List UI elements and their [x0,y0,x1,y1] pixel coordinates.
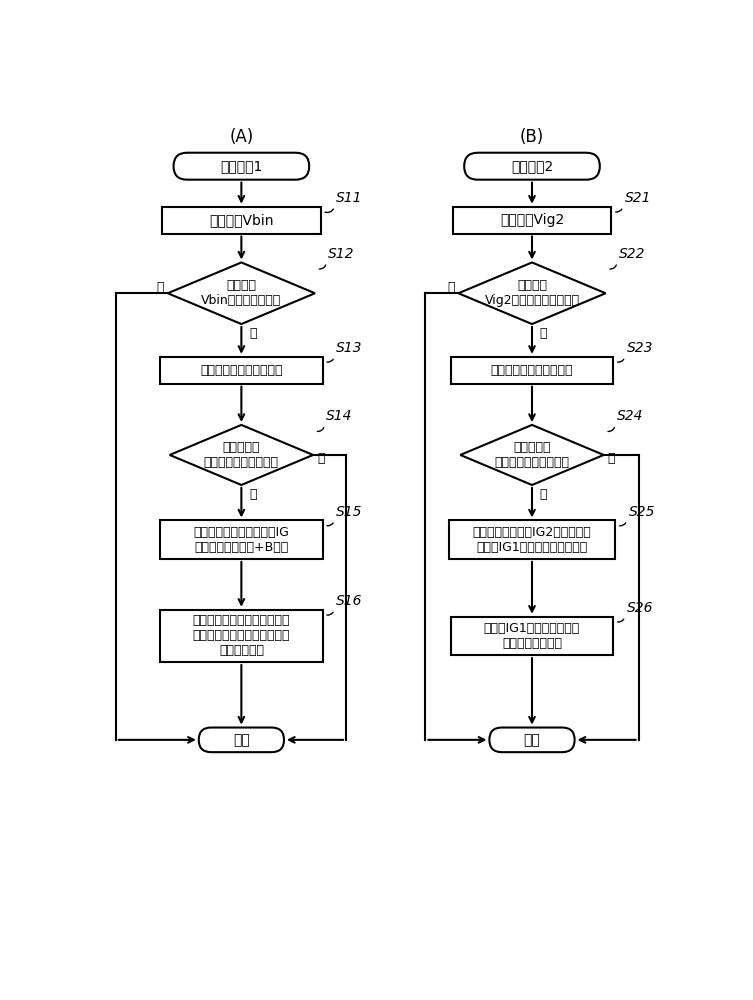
Text: S11: S11 [337,191,363,205]
Text: (A): (A) [229,128,254,146]
Text: 接通恢复开关以将电力从IG
系统的输入供给至+B系统: 接通恢复开关以将电力从IG 系统的输入供给至+B系统 [194,526,289,554]
Text: 是否根据
Vbin而检测到断开？: 是否根据 Vbin而检测到断开？ [201,279,282,307]
Bar [450,617,614,655]
Bar [162,207,321,234]
Text: 否: 否 [317,452,325,465]
Text: 是: 是 [249,488,257,501]
Text: S22: S22 [619,247,645,261]
Bar [450,357,614,384]
Text: 是: 是 [540,327,547,340]
Text: 监测电压Vig2: 监测电压Vig2 [500,213,564,227]
Text: S24: S24 [617,409,643,423]
Text: S13: S13 [336,341,362,355]
Text: 否: 否 [157,281,164,294]
FancyBboxPatch shape [199,728,284,752]
Text: 切换恢复开关以将IG2系统的输入
切换为IG1系统的继电器的输出: 切换恢复开关以将IG2系统的输入 切换为IG1系统的继电器的输出 [473,526,591,554]
Text: S16: S16 [336,594,362,608]
Text: 控制电力消耗抑制开关以切断
到各个系统中的优先级低的负
载的电力供给: 控制电力消耗抑制开关以切断 到各个系统中的优先级低的负 载的电力供给 [193,614,290,657]
FancyBboxPatch shape [173,153,309,180]
Text: 是否检测到
用于恢复许可的输入？: 是否检测到 用于恢复许可的输入？ [204,441,279,469]
FancyBboxPatch shape [464,153,600,180]
Text: S23: S23 [626,341,653,355]
Polygon shape [169,425,313,485]
Text: 是否检测到
用于恢复许可的输入？: 是否检测到 用于恢复许可的输入？ [495,441,569,469]
Text: S25: S25 [629,505,655,519]
Text: 恢复控制2: 恢复控制2 [511,159,553,173]
Text: 显示电源中的异常的发生: 显示电源中的异常的发生 [491,364,573,377]
Text: S26: S26 [626,601,653,615]
Text: 恢复控制1: 恢复控制1 [220,159,263,173]
Bar [453,207,611,234]
Polygon shape [168,262,315,324]
Text: 是: 是 [249,327,257,340]
FancyBboxPatch shape [489,728,575,752]
Polygon shape [460,425,604,485]
Text: 是: 是 [540,488,547,501]
Bar [160,520,323,559]
Text: 结束: 结束 [523,733,541,747]
Text: 显示电源中的异常的发生: 显示电源中的异常的发生 [200,364,282,377]
Text: 监测电压Vbin: 监测电压Vbin [209,213,273,227]
Bar [449,520,615,559]
Text: 否: 否 [447,281,455,294]
Text: 否: 否 [608,452,615,465]
Text: S21: S21 [624,191,651,205]
Bar [160,610,323,662]
Text: 结束: 结束 [233,733,250,747]
Text: 切断到IG1系统中优先级低
的负载的电力供给: 切断到IG1系统中优先级低 的负载的电力供给 [484,622,580,650]
Text: 是否根据
Vig2而检测到故障中断？: 是否根据 Vig2而检测到故障中断？ [484,279,580,307]
Text: S14: S14 [326,409,352,423]
Bar [160,357,323,384]
Text: S12: S12 [328,247,355,261]
Text: S15: S15 [336,505,362,519]
Text: (B): (B) [520,128,544,146]
Polygon shape [459,262,605,324]
